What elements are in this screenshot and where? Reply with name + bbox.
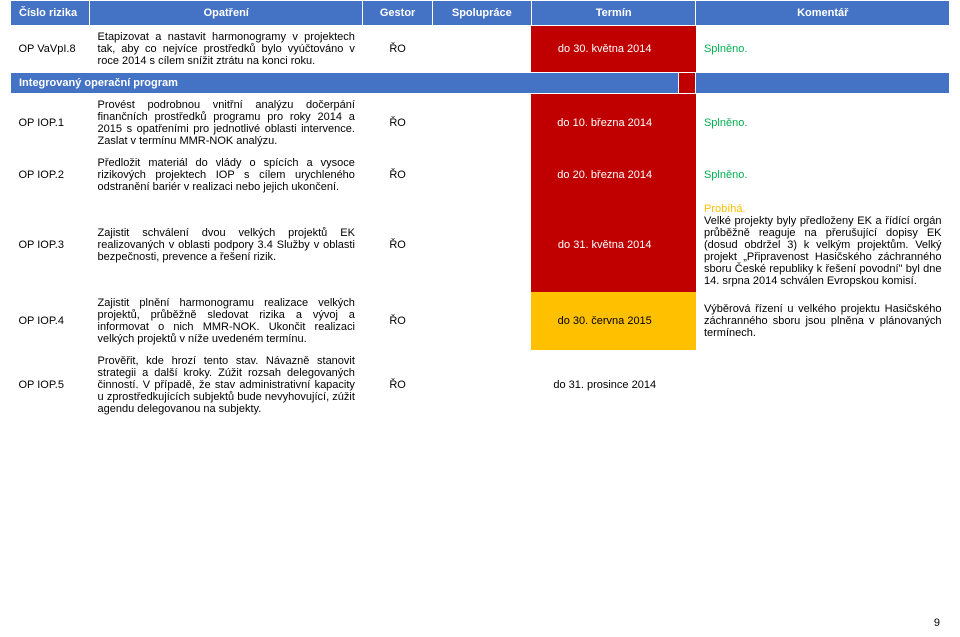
section-title: Integrovaný operační program — [11, 73, 679, 94]
cell-risk: OP IOP.5 — [11, 350, 90, 420]
table-row: OP IOP.3 Zajistit schválení dvou velkých… — [11, 198, 950, 292]
section-pad — [678, 73, 696, 94]
table-row: OP IOP.1 Provést podrobnou vnitřní analý… — [11, 94, 950, 153]
cell-term-pad — [678, 94, 696, 153]
risk-table: Číslo rizika Opatření Gestor Spolupráce … — [10, 0, 950, 420]
cell-comment: Splněno. — [696, 94, 950, 153]
page-number: 9 — [934, 617, 940, 629]
cell-term: do 31. prosince 2014 — [531, 350, 678, 420]
cell-term-pad — [678, 292, 696, 350]
cell-gestor: ŘO — [363, 152, 432, 198]
cell-coop — [432, 152, 531, 198]
cell-term-pad — [678, 350, 696, 420]
header-gestor: Gestor — [363, 1, 432, 26]
cell-term: do 30. června 2015 — [531, 292, 678, 350]
cell-term: do 10. března 2014 — [531, 94, 678, 153]
cell-coop — [432, 198, 531, 292]
cell-term-pad — [678, 26, 696, 73]
cell-action: Prověřit, kde hrozí tento stav. Návazně … — [90, 350, 363, 420]
cell-gestor: ŘO — [363, 292, 432, 350]
cell-gestor: ŘO — [363, 26, 432, 73]
cell-comment: Splněno. — [696, 152, 950, 198]
cell-coop — [432, 350, 531, 420]
header-term: Termín — [531, 1, 696, 26]
table-row: OP IOP.5 Prověřit, kde hrozí tento stav.… — [11, 350, 950, 420]
cell-term-pad — [678, 198, 696, 292]
section-empty — [696, 73, 950, 94]
cell-risk: OP IOP.2 — [11, 152, 90, 198]
cell-risk: OP IOP.3 — [11, 198, 90, 292]
comment-body: Velké projekty byly předloženy EK a řídí… — [704, 215, 942, 287]
section-row: Integrovaný operační program — [11, 73, 950, 94]
cell-action: Zajistit schválení dvou velkých projektů… — [90, 198, 363, 292]
cell-gestor: ŘO — [363, 350, 432, 420]
cell-gestor: ŘO — [363, 198, 432, 292]
cell-coop — [432, 94, 531, 153]
cell-gestor: ŘO — [363, 94, 432, 153]
cell-comment: Probíhá. Velké projekty byly předloženy … — [696, 198, 950, 292]
header-coop: Spolupráce — [432, 1, 531, 26]
table-row: OP IOP.4 Zajistit plnění harmonogramu re… — [11, 292, 950, 350]
cell-term-pad — [678, 152, 696, 198]
header-comment: Komentář — [696, 1, 950, 26]
cell-action: Zajistit plnění harmonogramu realizace v… — [90, 292, 363, 350]
table-row: OP IOP.2 Předložit materiál do vlády o s… — [11, 152, 950, 198]
header-risk: Číslo rizika — [11, 1, 90, 26]
cell-term: do 31. května 2014 — [531, 198, 678, 292]
cell-action: Provést podrobnou vnitřní analýzu dočerp… — [90, 94, 363, 153]
cell-comment: Výběrová řízení u velkého projektu Hasič… — [696, 292, 950, 350]
header-action: Opatření — [90, 1, 363, 26]
cell-coop — [432, 292, 531, 350]
cell-coop — [432, 26, 531, 73]
cell-risk: OP VaVpI.8 — [11, 26, 90, 73]
cell-comment: Splněno. — [696, 26, 950, 73]
cell-term: do 20. března 2014 — [531, 152, 678, 198]
cell-comment — [696, 350, 950, 420]
cell-action: Předložit materiál do vlády o spících a … — [90, 152, 363, 198]
cell-action: Etapizovat a nastavit harmonogramy v pro… — [90, 26, 363, 73]
cell-term: do 30. května 2014 — [531, 26, 678, 73]
table-row: OP VaVpI.8 Etapizovat a nastavit harmono… — [11, 26, 950, 73]
comment-status: Probíhá. — [704, 203, 746, 215]
cell-risk: OP IOP.1 — [11, 94, 90, 153]
table-header-row: Číslo rizika Opatření Gestor Spolupráce … — [11, 1, 950, 26]
cell-risk: OP IOP.4 — [11, 292, 90, 350]
